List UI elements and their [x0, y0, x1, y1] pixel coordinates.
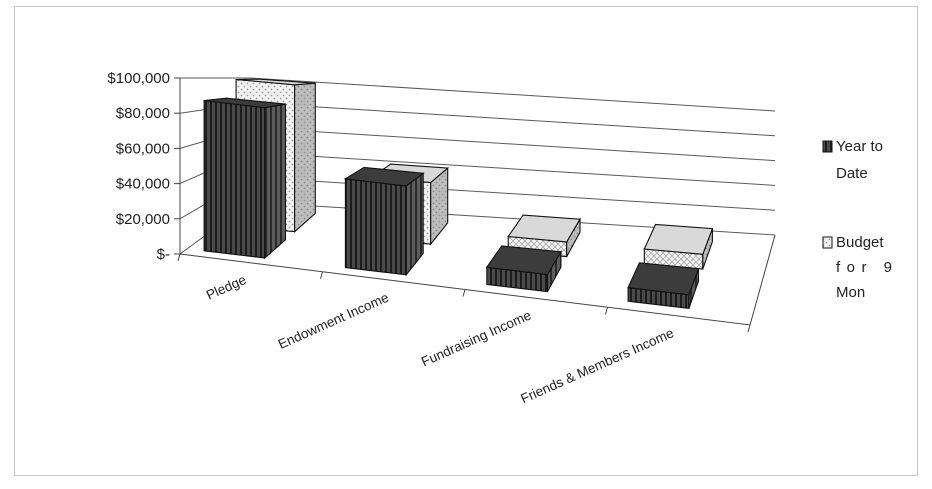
gridline: [180, 77, 776, 112]
bar-side-face: [405, 172, 424, 277]
bar-top-face: [627, 262, 700, 296]
y-tick-label: $40,000: [116, 176, 170, 193]
bar-top-face: [507, 214, 581, 243]
legend-swatch-budget: [822, 236, 833, 249]
x-axis-tick: [605, 307, 608, 315]
legend-label-year-to-date-line1: Year to: [836, 138, 883, 155]
bar-budget-for-9-mon-fundraising-income: [507, 214, 581, 258]
chart-svg: $- $20,000 $40,000 $60,000 $80,000 $100,000 P…: [107, 70, 892, 406]
legend-label-year-to-date-line2: Date: [836, 165, 868, 182]
y-tick-label: $-: [157, 246, 170, 263]
legend-label-budget-line2: for 9: [836, 259, 892, 276]
legend-label-budget-line1: Budget: [836, 234, 884, 251]
bar-front-face: [344, 178, 407, 276]
bar-year-to-date-friends-members-income: [627, 262, 700, 310]
x-axis-tick: [320, 271, 323, 279]
legend-label-budget-line3: Mon: [836, 284, 865, 301]
bar-front-face: [203, 99, 266, 259]
bar-side-face: [294, 82, 316, 233]
bar-year-to-date-endowment-income: [343, 166, 425, 277]
y-tick-label: $60,000: [116, 140, 170, 157]
bar-top-face: [485, 245, 562, 276]
legend-swatch-year-to-date: [822, 140, 833, 153]
y-tick-labels: $- $20,000 $40,000 $60,000 $80,000 $100,000: [107, 70, 170, 263]
category-labels: Pledge Endowment Income Fundraising Income…: [204, 272, 676, 406]
legend-item-budget: Budget for 9 Mon: [822, 234, 892, 301]
category-label-endowment-income: Endowment Income: [276, 290, 391, 352]
axes: [174, 77, 776, 333]
bar-side-face: [264, 103, 287, 260]
category-label-fundraising-income: Fundraising Income: [419, 307, 533, 369]
x-axis-tick: [177, 253, 181, 262]
y-tick-label: $80,000: [116, 105, 170, 122]
x-axis-tick: [462, 289, 466, 297]
bar-top-face: [204, 97, 286, 109]
bar-year-to-date-fundraising-income: [485, 245, 562, 293]
bar-year-to-date-pledge: [203, 97, 287, 260]
bar-budget-for-9-mon-friends-members-income: [643, 223, 714, 270]
bar-top-face: [343, 166, 425, 187]
chart-frame: $- $20,000 $40,000 $60,000 $80,000 $100,000 P…: [14, 6, 918, 476]
legend: Year to Date Budget for 9 Mon: [822, 138, 892, 301]
bar-top-face: [643, 223, 714, 255]
y-tick-label: $20,000: [116, 211, 170, 228]
bars: [203, 78, 714, 310]
y-tick-label: $100,000: [107, 70, 170, 87]
category-label-pledge: Pledge: [204, 272, 249, 303]
bar-top-face: [236, 78, 316, 86]
category-label-friends-members-income: Friends & Members Income: [518, 325, 676, 406]
x-axis-tick: [747, 324, 751, 333]
legend-item-year-to-date: Year to Date: [822, 138, 883, 182]
